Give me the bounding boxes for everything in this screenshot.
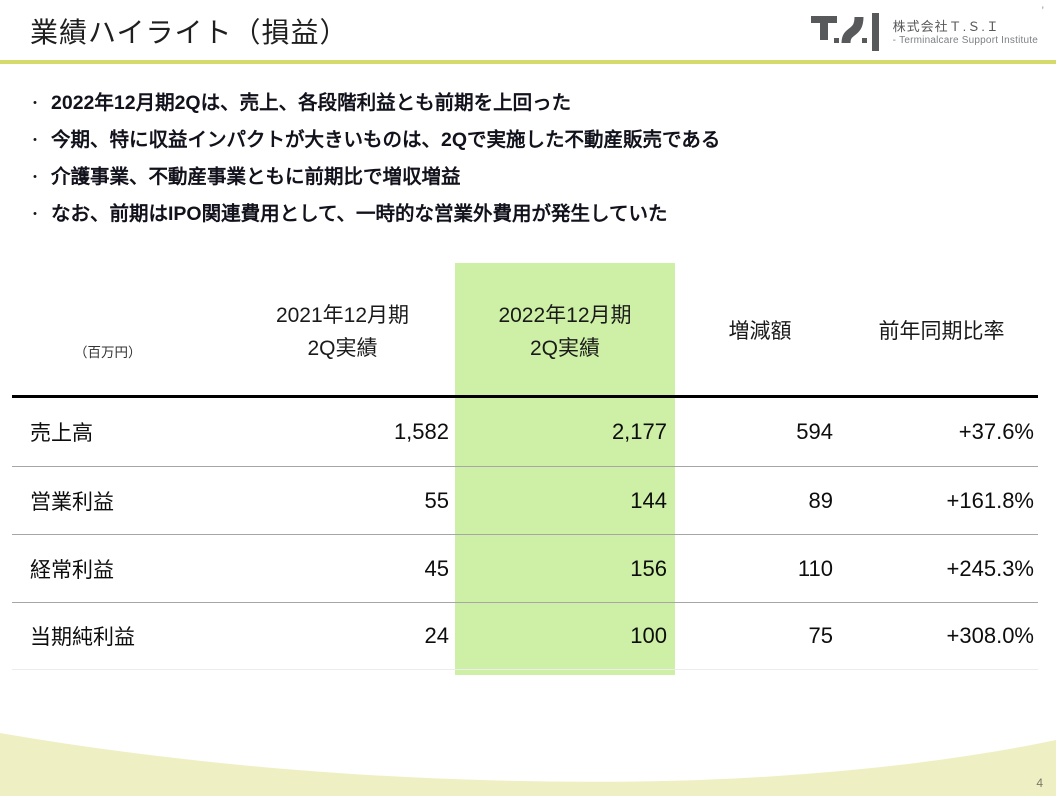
bullet-text: なお、前期はIPO関連費用として、一時的な営業外費用が発生していた — [51, 203, 668, 225]
fy2021-value: 1,582 — [393, 419, 449, 444]
page-number: 4 — [1036, 776, 1043, 790]
unit-label: （百万円） — [74, 345, 142, 360]
column-header-line: 2Q実績 — [529, 337, 600, 360]
column-header-line: 2Q実績 — [307, 337, 378, 360]
bullet-dot-icon: ・ — [28, 206, 42, 222]
logo-text-block: 株式会社Ｔ.Ｓ.Ｉ - Terminalcare Support Institu… — [893, 19, 1038, 48]
table-row-ordinary-income: 経常利益 45 156 110 +245.3% — [12, 534, 1038, 602]
fy2022-highlight-column — [455, 263, 675, 675]
fy2022-value: 144 — [630, 487, 667, 513]
column-header-fy2022: 2022年12月期 2Q実績 — [455, 263, 675, 395]
title-underline-rule — [0, 60, 1056, 64]
logo-subtitle: - Terminalcare Support Institute — [893, 35, 1038, 48]
row-label: 当期純利益 — [30, 626, 135, 649]
table-row-net-sales: 売上高 1,582 2,177 594 +37.6% — [12, 398, 1038, 466]
corner-tick-mark: ’ — [1041, 4, 1044, 18]
column-header-line: 前年同期比率 — [878, 319, 1005, 343]
pl-summary-table: （百万円） 2021年12月期 2Q実績 2022年12月期 2Q実績 増減額 … — [12, 263, 1038, 670]
fy2021-value: 24 — [424, 623, 449, 648]
table-header-row: （百万円） 2021年12月期 2Q実績 2022年12月期 2Q実績 増減額 … — [12, 263, 1038, 398]
table-row-net-income: 当期純利益 24 100 75 +308.0% — [12, 602, 1038, 670]
bullet-dot-icon: ・ — [28, 95, 42, 111]
bullet-text: 2022年12月期2Qは、売上、各段階利益とも前期を上回った — [51, 92, 572, 114]
bullet-item: ・ 今期、特に収益インパクトが大きいものは、2Qで実施した不動産販売である — [28, 122, 720, 159]
fy2021-value: 45 — [424, 555, 449, 581]
bullet-item: ・ 2022年12月期2Qは、売上、各段階利益とも前期を上回った — [28, 85, 720, 122]
column-header-line: 2021年12月期 — [275, 304, 410, 327]
table-row-operating-income: 営業利益 55 144 89 +161.8% — [12, 466, 1038, 534]
column-header-line: 2022年12月期 — [498, 304, 632, 327]
row-label: 営業利益 — [30, 490, 114, 514]
fy2022-value: 100 — [630, 623, 667, 648]
company-logo: 株式会社Ｔ.Ｓ.Ｉ - Terminalcare Support Institu… — [809, 10, 1038, 56]
tsi-logo-icon — [810, 13, 879, 51]
row-label: 経常利益 — [30, 558, 114, 582]
bullet-text: 今期、特に収益インパクトが大きいものは、2Qで実施した不動産販売である — [51, 129, 721, 151]
logo-subtitle-text: Terminalcare Support Institute — [899, 34, 1038, 46]
column-header-diff: 増減額 — [675, 263, 845, 395]
bullet-item: ・ なお、前期はIPO関連費用として、一時的な営業外費用が発生していた — [28, 196, 720, 233]
diff-value: 89 — [808, 487, 833, 513]
yoy-value: +308.0% — [946, 623, 1034, 648]
column-header-yoy: 前年同期比率 — [845, 263, 1038, 395]
fy2022-value: 156 — [630, 555, 667, 581]
fy2021-value: 55 — [424, 487, 449, 513]
diff-value: 75 — [808, 623, 833, 648]
fy2022-value: 2,177 — [611, 419, 667, 444]
summary-bullet-list: ・ 2022年12月期2Qは、売上、各段階利益とも前期を上回った ・ 今期、特に… — [28, 85, 720, 233]
footer-wave-decoration — [0, 733, 1056, 796]
bullet-dot-icon: ・ — [28, 132, 42, 148]
diff-value: 594 — [796, 419, 833, 444]
logo-dash: - — [892, 34, 897, 46]
bullet-item: ・ 介護事業、不動産事業ともに前期比で増収増益 — [28, 159, 720, 196]
bullet-text: 介護事業、不動産事業ともに前期比で増収増益 — [51, 166, 461, 188]
logo-company-name: 株式会社Ｔ.Ｓ.Ｉ — [892, 18, 1000, 34]
column-header-fy2021: 2021年12月期 2Q実績 — [230, 263, 455, 395]
yoy-value: +37.6% — [958, 419, 1034, 444]
page-title: 業績ハイライト（損益） — [30, 17, 349, 48]
yoy-value: +245.3% — [946, 555, 1034, 581]
diff-value: 110 — [797, 555, 833, 581]
bullet-dot-icon: ・ — [28, 169, 42, 185]
yoy-value: +161.8% — [946, 487, 1034, 513]
row-label: 売上高 — [30, 422, 93, 445]
column-header-line: 増減額 — [728, 319, 792, 343]
